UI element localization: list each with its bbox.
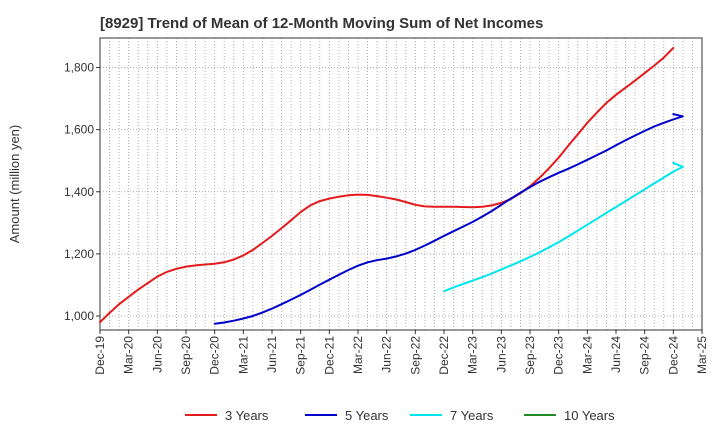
grid-lines (99, 38, 703, 330)
x-tick-label: Sep-21 (294, 336, 308, 375)
x-tick-label: Mar-20 (122, 336, 136, 374)
x-tick-label: Mar-23 (466, 336, 480, 374)
x-tick-label: Jun-21 (265, 336, 279, 373)
x-tick-label: Dec-24 (666, 336, 680, 375)
legend-label: 3 Years (225, 408, 269, 423)
x-tick-label: Dec-20 (208, 336, 222, 375)
y-tick-label: 1,200 (64, 247, 94, 261)
legend: 3 Years 5 Years 7 Years 10 Years (185, 408, 615, 423)
x-tick-label: Dec-22 (437, 336, 451, 375)
x-tick-label: Jun-24 (609, 336, 623, 373)
x-tick-label: Sep-24 (638, 336, 652, 375)
series-line-5-years (213, 113, 684, 325)
x-tick-label: Dec-21 (322, 336, 336, 375)
plot-area (100, 38, 702, 330)
x-tick-label: Jun-22 (380, 336, 394, 373)
x-tick-label: Dec-23 (552, 336, 566, 375)
x-tick-label: Mar-21 (236, 336, 250, 374)
y-tick-label: 1,800 (64, 61, 94, 75)
legend-label: 10 Years (564, 408, 615, 423)
y-tick-label: 1,000 (64, 309, 94, 323)
legend-label: 7 Years (450, 408, 494, 423)
y-tick-label: 1,400 (64, 185, 94, 199)
x-tick-label: Mar-22 (351, 336, 365, 374)
x-tick-label: Mar-24 (580, 336, 594, 374)
chart-title: [8929] Trend of Mean of 12-Month Moving … (100, 15, 544, 32)
y-axis-label: Amount (million yen) (7, 125, 22, 244)
axes: 1,000 1,200 1,400 1,600 1,800 Dec-19 Mar-20 Jun… (64, 37, 709, 375)
y-tick-label: 1,600 (64, 123, 94, 137)
x-tick-label: Sep-22 (408, 336, 422, 375)
series-lines (99, 46, 684, 325)
x-tick-label: Sep-23 (523, 336, 537, 375)
legend-label: 5 Years (345, 408, 389, 423)
series-line-3-years (99, 46, 675, 324)
plot-frame (99, 37, 703, 331)
x-tick-label: Sep-20 (179, 336, 193, 375)
x-tick-label: Jun-20 (150, 336, 164, 373)
x-tick-label: Dec-19 (93, 336, 107, 375)
x-tick-label: Mar-25 (695, 336, 709, 374)
x-tick-label: Jun-23 (494, 336, 508, 373)
series-line-7-years (443, 161, 684, 293)
